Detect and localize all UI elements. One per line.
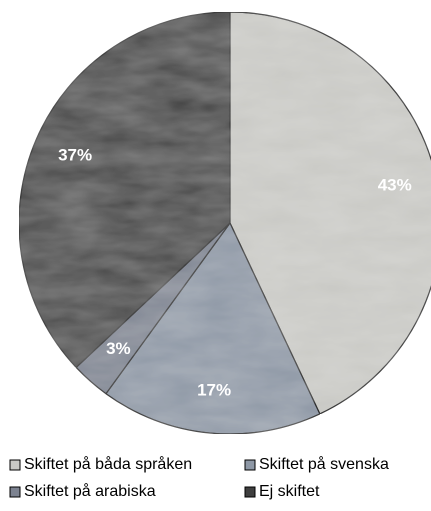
legend-swatch xyxy=(9,459,21,471)
pie-slice xyxy=(105,221,321,435)
value-label: 37% xyxy=(58,145,92,164)
legend-label: Skiftet på svenska xyxy=(259,455,389,473)
pie-slice xyxy=(229,11,431,415)
legend-label: Ej skiftet xyxy=(259,483,320,500)
legend-label: Skiftet på båda språken xyxy=(24,455,192,473)
pie-slice xyxy=(18,11,231,369)
legend-swatch xyxy=(9,486,21,498)
legend-swatch xyxy=(244,459,256,471)
value-label: 17% xyxy=(197,381,231,400)
value-label: 3% xyxy=(106,339,131,358)
legend-swatch xyxy=(244,486,256,498)
value-label: 43% xyxy=(378,176,412,195)
legend-label: Skiftet på arabiska xyxy=(24,482,156,500)
